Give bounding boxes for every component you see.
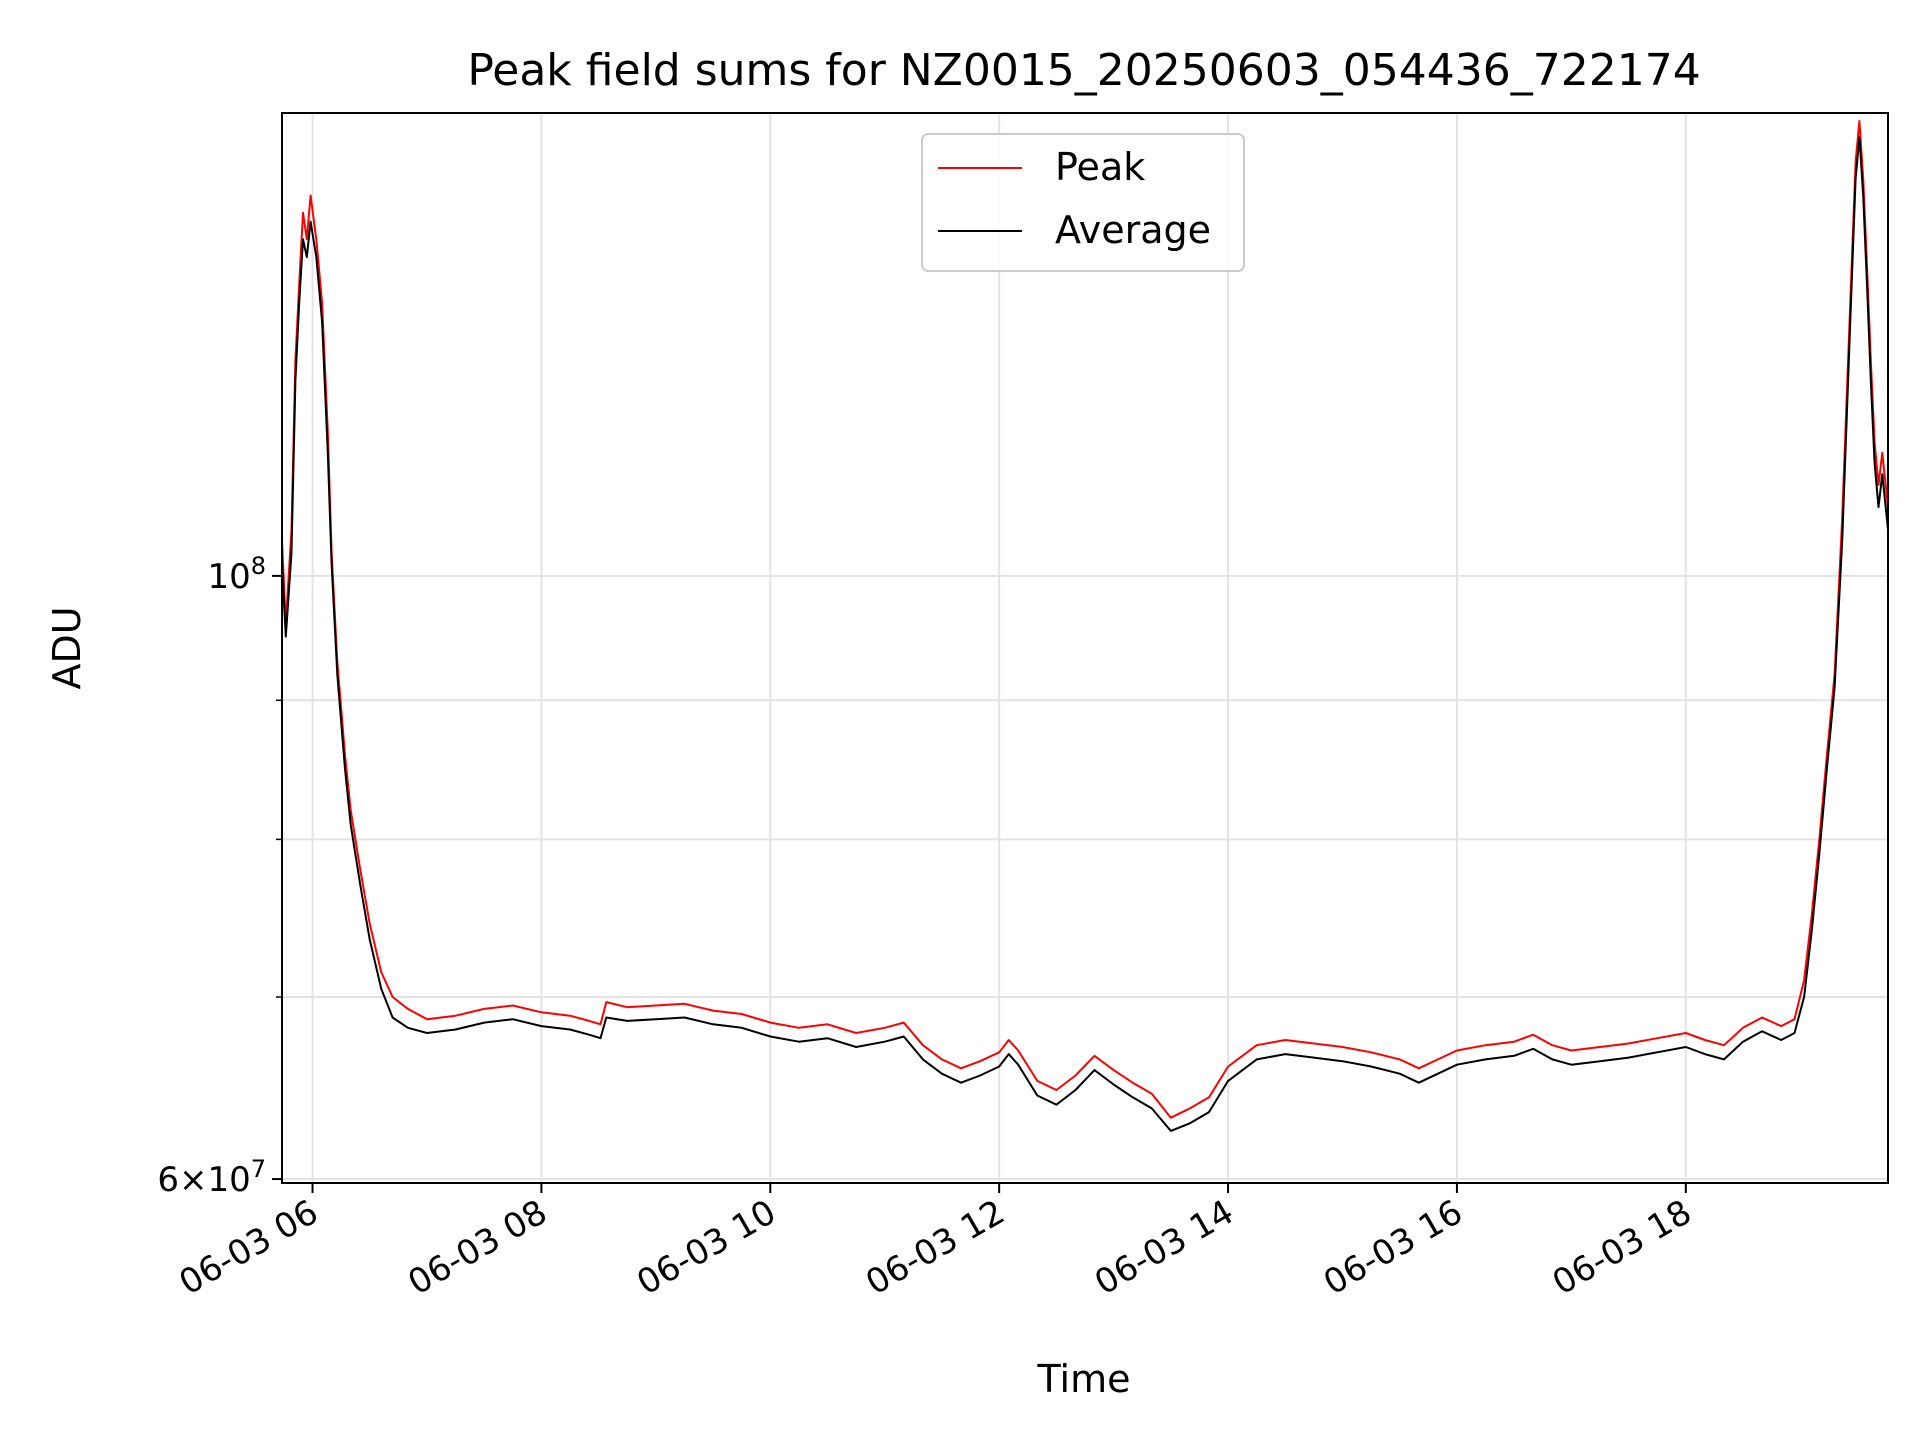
y-tick-base: 10	[207, 1160, 250, 1200]
y-tick-exponent: 8	[251, 552, 266, 580]
y-tick-label: 108	[207, 552, 266, 597]
y-tick-label: 6×107	[157, 1155, 266, 1200]
legend-label-peak: Peak	[1055, 145, 1145, 189]
chart-title: Peak field sums for NZ0015_20250603_0544…	[467, 45, 1700, 96]
grid	[282, 113, 1888, 1183]
x-axis-label: Time	[1037, 1357, 1131, 1401]
plot-frame	[281, 112, 1889, 1184]
series-layer	[281, 120, 1889, 1132]
y-tick-mantissa: 6	[157, 1160, 179, 1200]
legend: Peak Average	[921, 133, 1245, 272]
y-tick-times: ×	[179, 1160, 208, 1200]
series-line-peak	[281, 120, 1889, 1119]
legend-label-average: Average	[1055, 208, 1211, 252]
y-axis-label: ADU	[45, 606, 89, 689]
series-line-average	[281, 136, 1889, 1132]
y-tick-exponent: 7	[251, 1155, 266, 1183]
y-tick-base: 10	[207, 557, 250, 597]
